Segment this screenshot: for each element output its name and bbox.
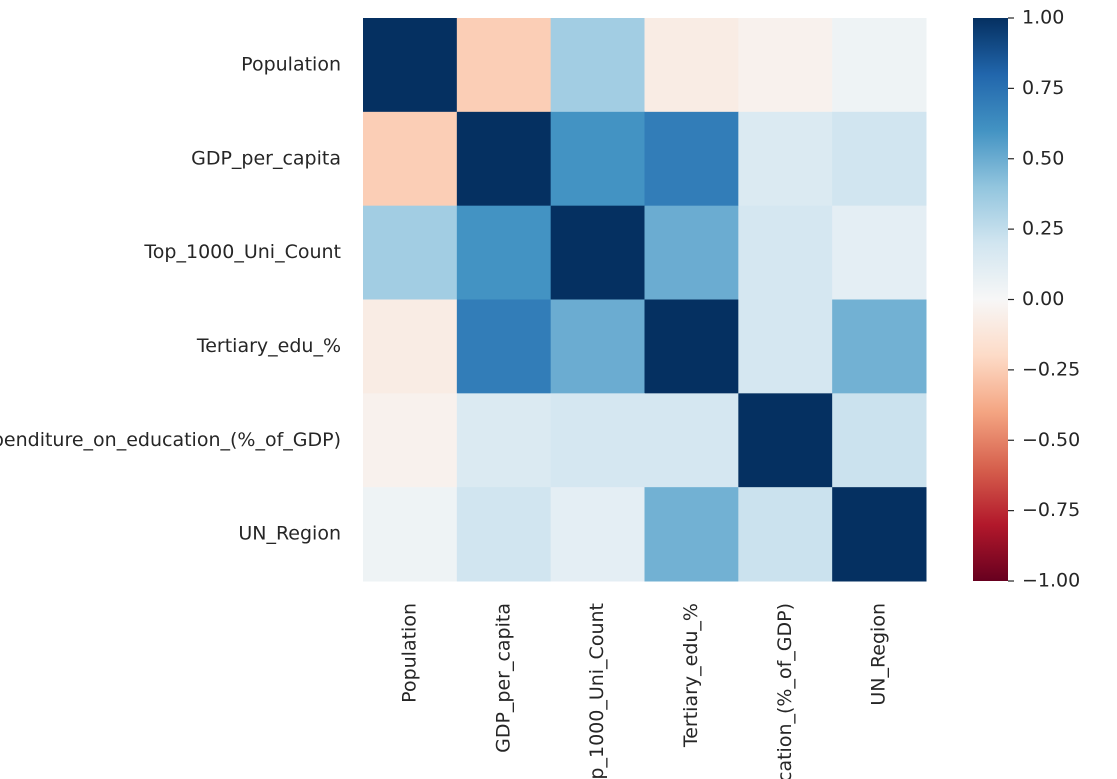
- heatmap-cell: [550, 111, 645, 207]
- x-tick-label: GDP_per_capita: [492, 603, 514, 753]
- heatmap-cell: [456, 205, 552, 300]
- heatmap-cell: [738, 205, 833, 300]
- heatmap-cell: [832, 205, 927, 300]
- colorbar-tick-label: −0.25: [1022, 358, 1080, 380]
- heatmap-cell: [738, 487, 833, 582]
- colorbar-tick-label: 0.00: [1022, 288, 1064, 310]
- heatmap-cell: [363, 111, 458, 207]
- heatmap-cell: [456, 487, 552, 582]
- heatmap-cell: [456, 18, 552, 113]
- colorbar-tick-label: 1.00: [1022, 7, 1064, 29]
- y-tick-label: Expenditure_on_education_(%_of_GDP): [0, 429, 341, 451]
- heatmap-cell: [363, 393, 458, 488]
- heatmap-cell: [644, 111, 739, 207]
- x-tick-label: Tertiary_edu_%: [680, 603, 702, 748]
- heatmap-cell: [644, 205, 739, 300]
- heatmap-cell: [738, 393, 833, 488]
- heatmap-cell: [363, 487, 458, 582]
- heatmap-cell: [550, 205, 645, 300]
- heatmap-cell: [550, 393, 645, 488]
- y-tick-label: UN_Region: [238, 523, 341, 545]
- heatmap-cell: [832, 18, 927, 113]
- heatmap-cell: [832, 393, 927, 488]
- colorbar: [973, 18, 1008, 581]
- x-tick-label: Top_1000_Uni_Count: [586, 603, 608, 779]
- colorbar-tick-label: 0.50: [1022, 147, 1064, 169]
- heatmap-cell: [738, 18, 833, 113]
- heatmap-cell: [550, 299, 645, 394]
- heatmap-cell: [644, 299, 739, 394]
- y-tick-label: Population: [241, 53, 341, 75]
- heatmap-cell: [832, 299, 927, 394]
- heatmap-cell: [832, 487, 927, 582]
- colorbar-tick-label: −1.00: [1022, 570, 1080, 592]
- heatmap-cell: [456, 111, 552, 207]
- heatmap-cell: [456, 393, 552, 488]
- y-tick-label: GDP_per_capita: [191, 147, 341, 169]
- colorbar-tick-label: −0.75: [1022, 499, 1080, 521]
- heatmap-cell: [738, 111, 833, 207]
- heatmap-cell: [550, 487, 645, 582]
- y-tick-label: Top_1000_Uni_Count: [143, 241, 341, 263]
- heatmap-cell: [363, 205, 458, 300]
- y-tick-label: Tertiary_edu_%: [196, 335, 341, 357]
- colorbar-tick-label: −0.50: [1022, 429, 1080, 451]
- heatmap-cell: [738, 299, 833, 394]
- heatmap-cell: [644, 393, 739, 488]
- colorbar-tick-label: 0.75: [1022, 77, 1064, 99]
- heatmap-cell: [456, 299, 552, 394]
- heatmap-cell: [363, 299, 458, 394]
- x-tick-label: Expenditure_on_education_(%_of_GDP): [774, 603, 796, 779]
- x-tick-label: UN_Region: [868, 603, 890, 706]
- heatmap-cell: [832, 111, 927, 207]
- heatmap-cell: [550, 18, 645, 113]
- x-tick-label: Population: [398, 603, 420, 703]
- heatmap-cell: [644, 487, 739, 582]
- heatmap-cell: [644, 18, 739, 113]
- heatmap-cell: [363, 18, 458, 113]
- colorbar-tick-label: 0.25: [1022, 218, 1064, 240]
